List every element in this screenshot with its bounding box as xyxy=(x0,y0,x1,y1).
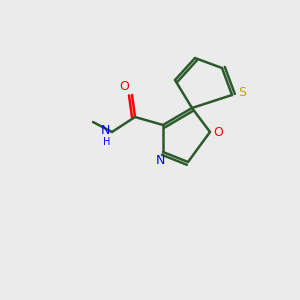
Text: H: H xyxy=(103,137,111,147)
Text: O: O xyxy=(119,80,129,94)
Text: S: S xyxy=(238,86,246,100)
Text: O: O xyxy=(213,125,223,139)
Text: N: N xyxy=(155,154,165,166)
Text: N: N xyxy=(100,124,110,136)
